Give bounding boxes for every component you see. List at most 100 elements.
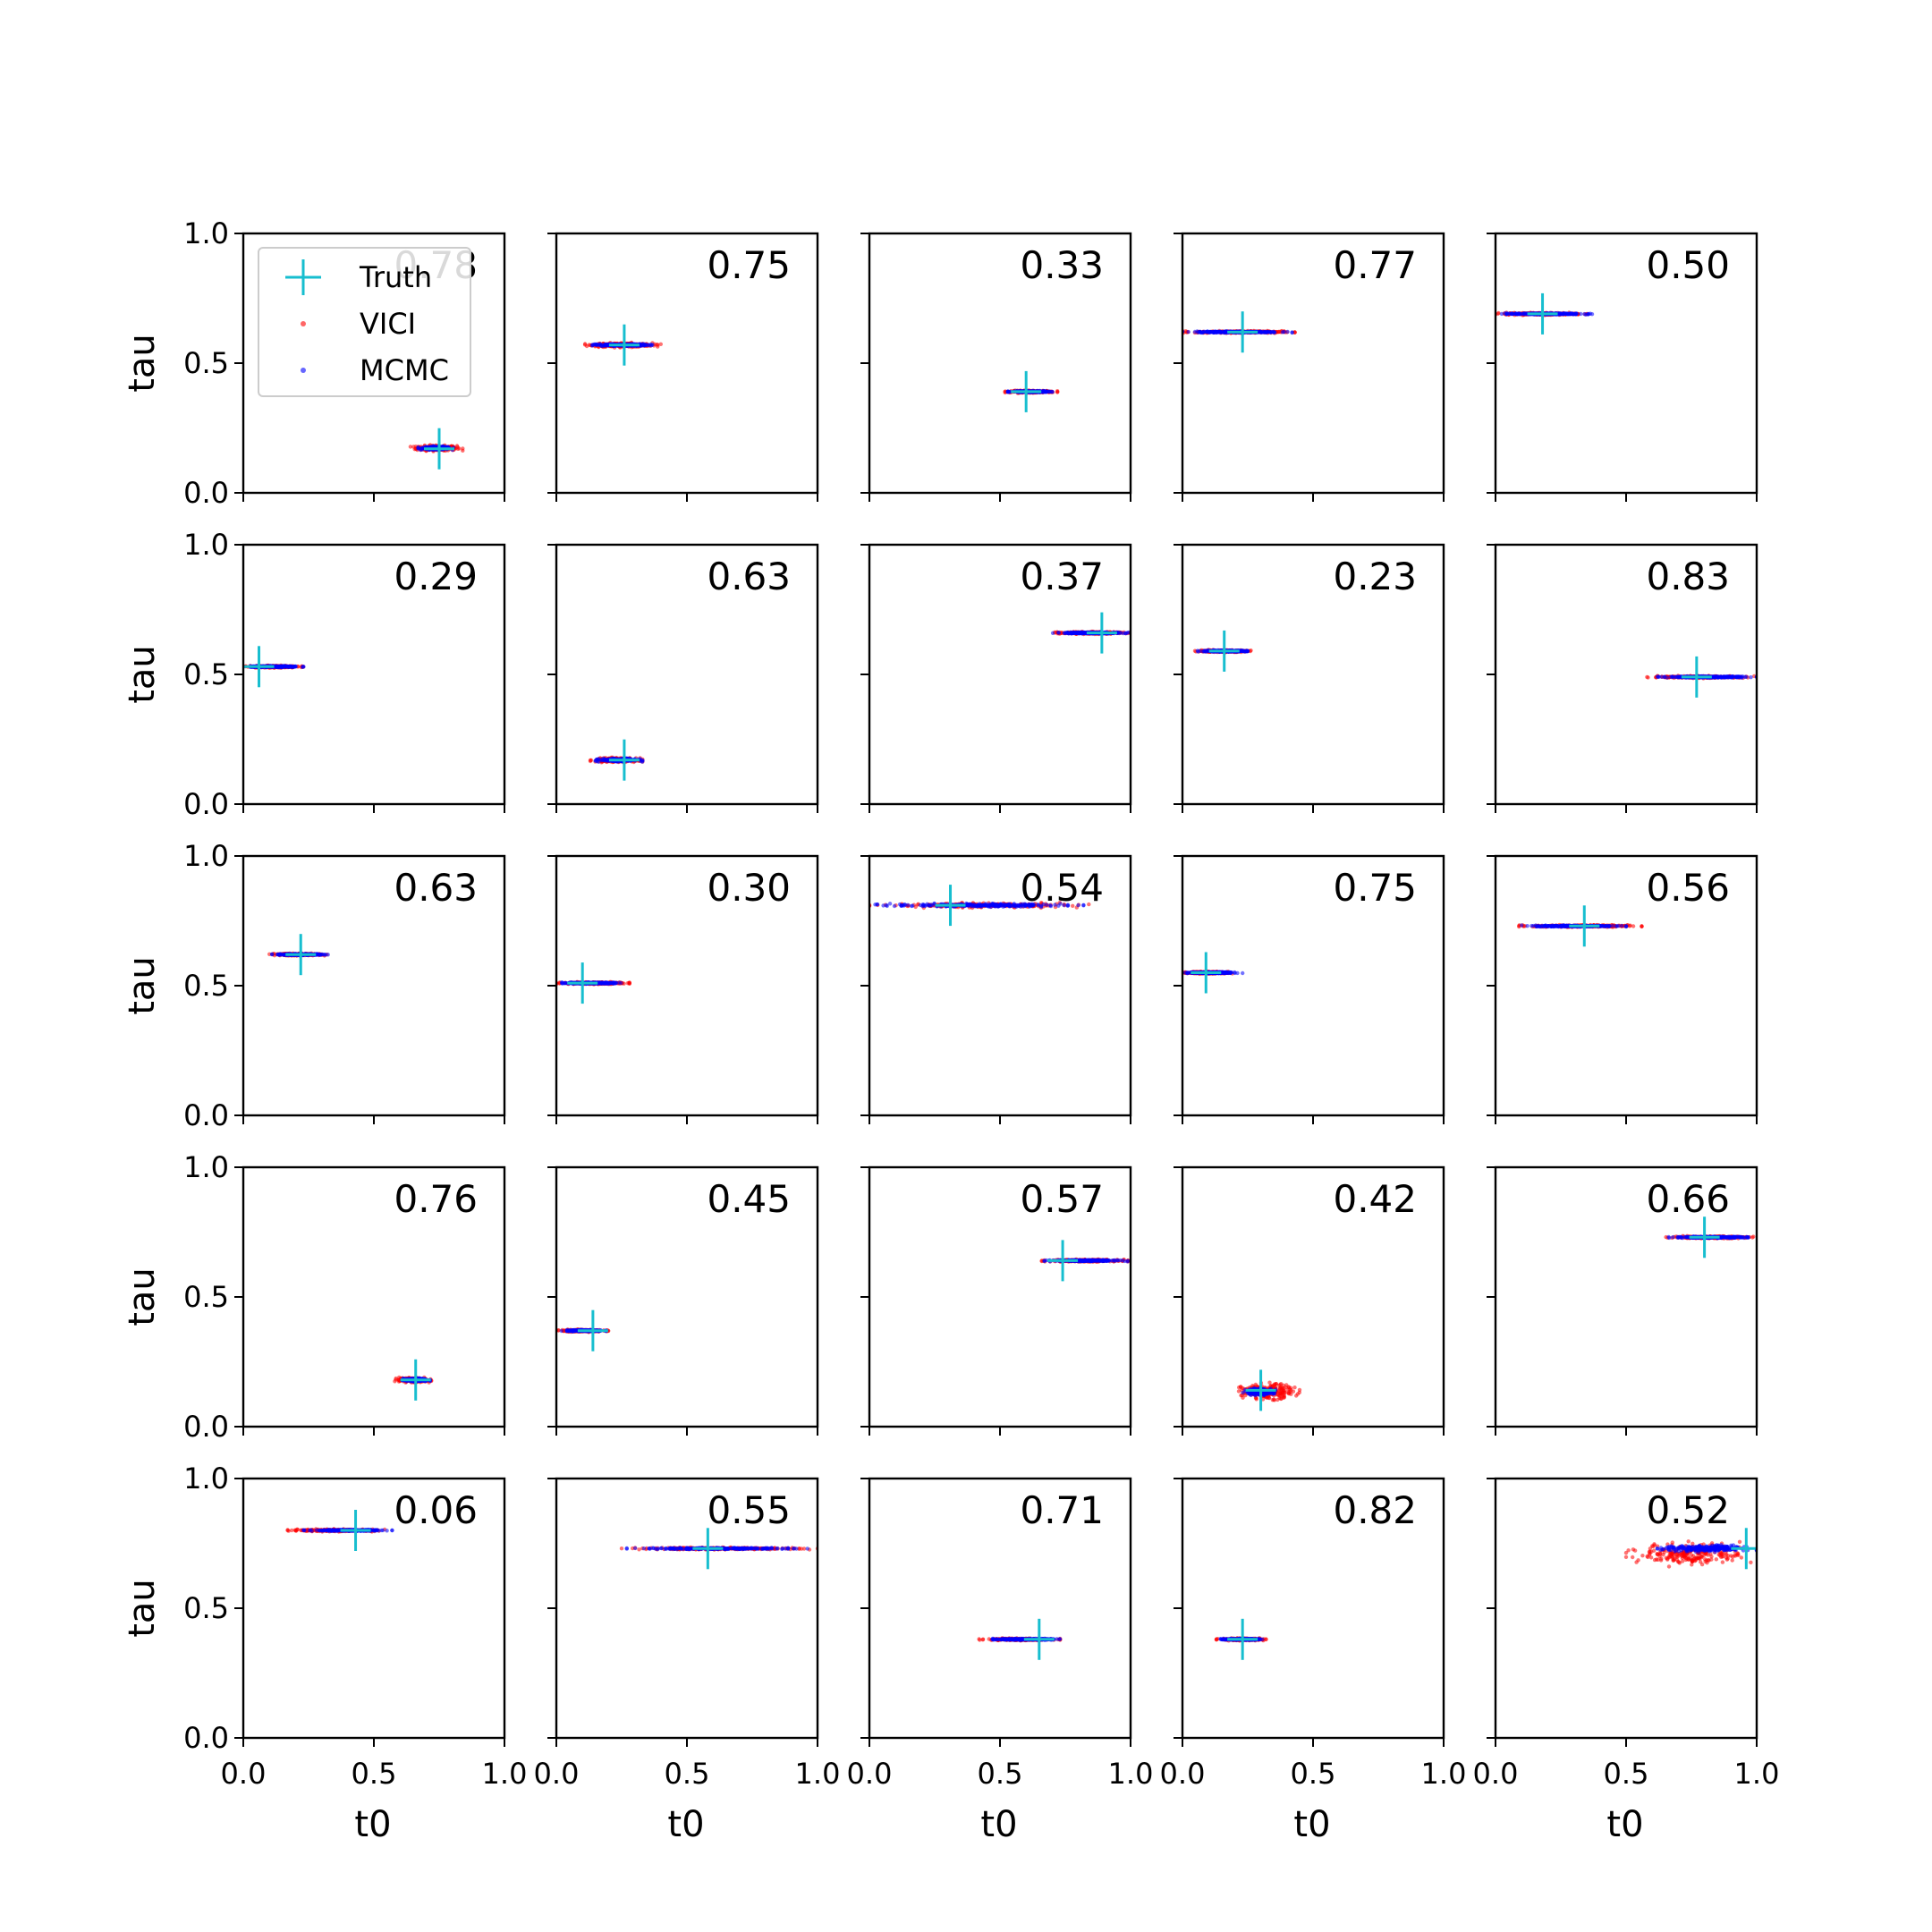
mcmc-point bbox=[1735, 674, 1741, 680]
mcmc-point bbox=[416, 445, 420, 450]
panel-plot-area bbox=[1050, 612, 1131, 654]
mcmc-point bbox=[599, 343, 604, 348]
panel-7: 0.63 bbox=[547, 543, 819, 813]
y-tick-label: 1.0 bbox=[183, 528, 229, 562]
mcmc-point bbox=[1078, 631, 1083, 635]
panel-plot-area bbox=[582, 324, 663, 366]
vici-point bbox=[408, 445, 413, 449]
mcmc-point bbox=[1272, 330, 1276, 335]
mcmc-point bbox=[1586, 312, 1590, 317]
mcmc-point bbox=[1719, 674, 1724, 680]
mcmc-point bbox=[648, 343, 652, 348]
y-axis-label: tau bbox=[122, 645, 163, 704]
vici-point bbox=[582, 342, 588, 346]
mcmc-point bbox=[1203, 648, 1208, 654]
mcmc-point bbox=[1050, 631, 1055, 635]
mcmc-point bbox=[1050, 389, 1055, 394]
y-axis-label: tau bbox=[122, 334, 163, 393]
vici-point bbox=[1249, 648, 1253, 653]
vici-point bbox=[461, 446, 465, 451]
panel-plot-area bbox=[588, 739, 645, 781]
mcmc-point bbox=[289, 664, 293, 669]
panel-annotation: 0.75 bbox=[707, 243, 791, 287]
mcmc-point bbox=[1568, 311, 1573, 316]
panel-annotation: 0.77 bbox=[1333, 243, 1417, 287]
panel-plot-area bbox=[1645, 656, 1757, 698]
mcmc-point bbox=[1222, 329, 1226, 335]
mcmc-point bbox=[1713, 675, 1717, 680]
y-tick-label: 1.0 bbox=[183, 216, 229, 250]
mcmc-point bbox=[1517, 311, 1521, 317]
mcmc-point bbox=[590, 343, 595, 348]
mcmc-point bbox=[1005, 389, 1011, 394]
panel-grid: 0.00.51.0tau0.780.750.330.770.500.00.51.… bbox=[122, 216, 1779, 1845]
mcmc-point bbox=[1083, 631, 1088, 636]
y-tick-label: 0.5 bbox=[183, 346, 229, 380]
mcmc-point bbox=[1499, 311, 1504, 317]
mcmc-point bbox=[1268, 330, 1273, 335]
mcmc-point bbox=[1740, 674, 1744, 680]
mcmc-point bbox=[1263, 330, 1268, 335]
mcmc-point bbox=[1573, 311, 1578, 317]
mcmc-point bbox=[1216, 329, 1222, 335]
panel-10: 0.83 bbox=[1487, 543, 1758, 813]
mcmc-point bbox=[1665, 675, 1670, 680]
panel-annotation: 0.29 bbox=[394, 555, 478, 598]
vici-point bbox=[1645, 674, 1649, 680]
vici-point bbox=[1496, 311, 1501, 316]
mcmc-point bbox=[1056, 631, 1062, 635]
panel-annotation: 0.33 bbox=[1020, 243, 1104, 287]
mcmc-point bbox=[1115, 631, 1121, 636]
mcmc-point bbox=[604, 758, 608, 762]
panel-3: 0.33 bbox=[860, 232, 1132, 502]
mcmc-point bbox=[1044, 389, 1048, 394]
panel-annotation: 0.37 bbox=[1020, 555, 1104, 598]
mcmc-point bbox=[1214, 330, 1219, 335]
panel-4: 0.77 bbox=[1174, 232, 1445, 502]
mcmc-point bbox=[1205, 329, 1209, 335]
mcmc-point bbox=[639, 758, 643, 763]
panel-annotation: 0.63 bbox=[707, 555, 791, 598]
mcmc-point bbox=[419, 447, 423, 453]
mcmc-point bbox=[1199, 330, 1203, 335]
y-tick-label: 0.5 bbox=[183, 657, 229, 691]
mcmc-point bbox=[1196, 649, 1200, 654]
mcmc-point bbox=[599, 758, 604, 763]
mcmc-point bbox=[1285, 329, 1290, 335]
mcmc-point bbox=[597, 757, 601, 761]
mcmc-point bbox=[279, 665, 284, 669]
mcmc-point bbox=[1656, 674, 1661, 679]
panel-annotation: 0.83 bbox=[1646, 555, 1730, 598]
mcmc-point bbox=[285, 664, 290, 669]
mcmc-point bbox=[594, 343, 598, 347]
panel-5: 0.50 bbox=[1487, 232, 1758, 502]
mcmc-point bbox=[1282, 329, 1286, 335]
panel-plot-area bbox=[1003, 370, 1060, 412]
mcmc-point bbox=[1513, 311, 1518, 317]
mcmc-point bbox=[1069, 630, 1073, 635]
vici-point bbox=[1055, 389, 1060, 394]
mcmc-point bbox=[1670, 674, 1674, 679]
mcmc-point bbox=[1186, 329, 1191, 335]
mcmc-point bbox=[1742, 674, 1748, 679]
vici-point bbox=[656, 343, 660, 347]
mcmc-point bbox=[1290, 330, 1294, 335]
mcmc-point bbox=[1582, 311, 1587, 317]
mcmc-point bbox=[1561, 311, 1565, 316]
mcmc-point bbox=[1674, 674, 1678, 680]
panel-plot-area bbox=[1192, 630, 1253, 672]
mcmc-point bbox=[639, 343, 643, 348]
panel-plot-area bbox=[267, 934, 330, 976]
vici-point bbox=[454, 444, 460, 448]
panel-2: 0.75 bbox=[547, 232, 819, 502]
mcmc-point bbox=[1074, 631, 1080, 636]
mcmc-point bbox=[1725, 674, 1730, 679]
panel-8: 0.37 bbox=[860, 543, 1132, 813]
mcmc-point bbox=[1749, 675, 1753, 680]
mcmc-point bbox=[641, 343, 646, 348]
mcmc-point bbox=[1245, 648, 1250, 653]
